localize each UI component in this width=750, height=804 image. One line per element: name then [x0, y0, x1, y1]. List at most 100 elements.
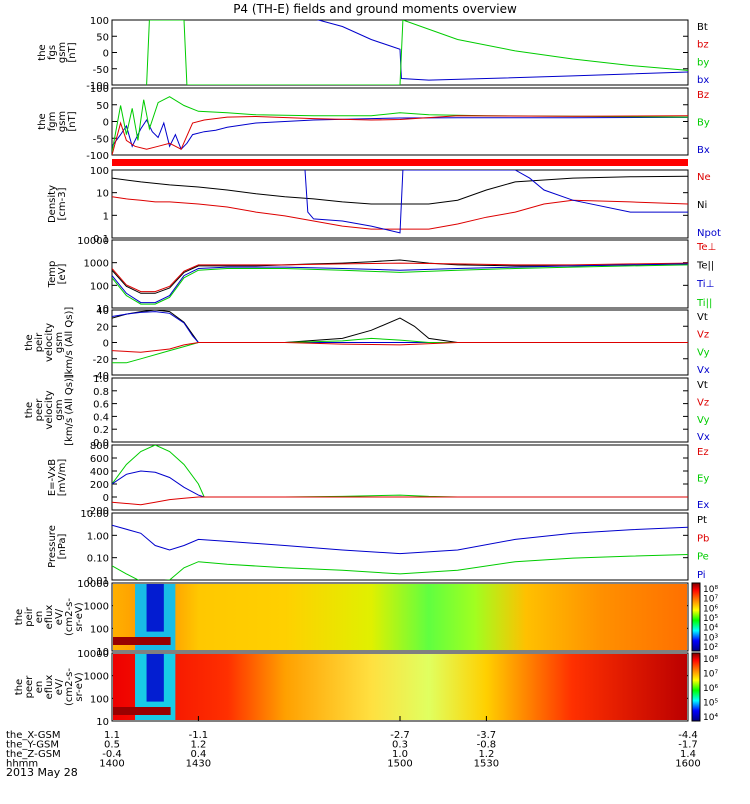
panel-density: 100 10 1 0.1 Density[cm-3] Ne Ni Npot — [47, 166, 721, 245]
y-tick-label: 100 — [90, 16, 109, 27]
y-axis-label-line: peer — [24, 675, 35, 699]
series-Bz — [112, 115, 688, 155]
y-tick-label: 10 — [96, 189, 109, 200]
y-axis-label-line: sr-eV) — [74, 672, 85, 701]
colorbar-label: 10³ — [703, 633, 718, 643]
y-axis-label-line: Pressure — [47, 525, 58, 568]
y-axis-label-line: (cm2-s- — [64, 598, 75, 636]
panel-frame — [111, 444, 689, 511]
colorbar-label: 10⁴ — [703, 713, 718, 723]
y-axis-label-line: velocity — [44, 323, 55, 362]
legend-Vt: Vt — [697, 312, 708, 323]
x-row-label: the_Z-GSM — [6, 749, 61, 760]
legend-Vx: Vx — [697, 432, 710, 443]
y-axis-label-line: the — [37, 44, 48, 60]
colorbar-label: 10⁷ — [703, 670, 718, 680]
legend-Ti⊥: Ti⊥ — [696, 279, 714, 290]
x-row-label: the_Y-GSM — [6, 740, 59, 751]
y-axis-label-line: gsm — [57, 111, 68, 132]
series-Pt — [112, 524, 688, 555]
legend-Pb: Pb — [697, 533, 709, 544]
legend-Te⊥: Te⊥ — [696, 242, 716, 253]
y-axis-label-line: eV/ — [54, 608, 65, 625]
y-tick-label: 1000 — [84, 672, 109, 683]
panel-fgs: 100 50 0 -50 -100 thefgsgsm[nT] Bt bz by bx — [37, 16, 709, 92]
legend-Bx: Bx — [697, 145, 710, 156]
legend-Vx: Vx — [697, 365, 710, 376]
y-tick-label: 400 — [90, 467, 109, 478]
y-axis-label-line: gsm — [54, 332, 65, 353]
series-bx — [316, 20, 688, 81]
y-axis-label-line: [eV] — [57, 264, 68, 285]
x-tick-label: -2.7 — [390, 730, 410, 741]
series-Pe — [112, 554, 688, 580]
y-tick-label: 0.6 — [93, 400, 109, 411]
panel-pressure: 10.00 1.00 0.10 0.01 Pressure[nPa] Pt Pb Pe Pi — [47, 509, 709, 587]
y-axis-label-line: the — [14, 609, 25, 625]
y-tick-label: 0.4 — [93, 412, 109, 423]
panel-peir_spec: 10000 1000 100 10 thepeirenefluxeV/(cm2-s-sr… — [14, 579, 718, 658]
series-Ni — [112, 175, 688, 205]
legend-Pt: Pt — [697, 515, 707, 526]
series-Vx — [112, 311, 688, 343]
x-tick-label: 1430 — [186, 759, 211, 770]
y-tick-label: 0 — [103, 339, 109, 350]
colorbar-label: 10⁶ — [703, 684, 718, 694]
y-tick-label: 0.10 — [87, 554, 109, 565]
legend-Vy: Vy — [697, 347, 710, 358]
y-axis-label-line: sr-eV) — [74, 602, 85, 631]
series-Npot — [304, 170, 688, 234]
y-tick-label: 20 — [96, 322, 109, 333]
y-axis-label-line: gsm — [54, 399, 65, 420]
legend-Ez: Ez — [697, 447, 709, 458]
series-Ne — [112, 196, 688, 230]
x-tick-label: 1600 — [675, 759, 700, 770]
legend-by: by — [697, 57, 709, 68]
panel-peir_vel: 40 20 0 -20 -40 thepeirvelocitygsm[km/s (All … — [24, 306, 710, 382]
y-axis-label-line: en — [34, 611, 45, 624]
y-axis-label: thepeerenefluxeV/(cm2-s-sr-eV) — [14, 668, 85, 706]
separator-band — [112, 159, 688, 166]
y-axis-label-line: Temp — [47, 261, 58, 289]
y-axis-label-line: [nT] — [67, 111, 78, 131]
y-tick-label: 10000 — [77, 579, 109, 590]
y-tick-label: 100 — [90, 624, 109, 635]
panel-peer_spec: 10000 1000 100 10 thepeerenefluxeV/(cm2-s-sr… — [14, 649, 718, 728]
y-tick-label: -100 — [86, 81, 109, 92]
colorbar-label: 10⁵ — [703, 614, 718, 624]
spectrogram-low-band — [113, 637, 171, 645]
x-tick-label: -1.1 — [189, 730, 209, 741]
y-axis-label-line: eV/ — [54, 678, 65, 695]
y-tick-label: 0 — [103, 49, 109, 60]
y-axis-label-line: fgm — [47, 112, 58, 132]
y-axis-label-line: the — [14, 679, 25, 695]
legend-Npot: Npot — [697, 228, 721, 239]
panel-frame — [111, 377, 689, 443]
plot-title: P4 (TH-E) fields and ground moments over… — [233, 2, 517, 16]
y-tick-label: 0.1 — [93, 234, 109, 245]
y-axis-label: Pressure[nPa] — [47, 525, 68, 568]
y-tick-label: 50 — [96, 32, 109, 43]
panel-temp: 10000 1000 100 10 Temp[eV] Te⊥ Te|| Ti⊥ Ti|| — [47, 236, 716, 315]
panel-efield: 800 600 400 200 0 -200 E=-VxB[mV/m] Ez Ey Ex — [47, 441, 709, 517]
y-axis-label-line: [nPa] — [57, 533, 68, 559]
y-tick-label: 100 — [90, 694, 109, 705]
y-tick-label: 1.0 — [93, 374, 109, 385]
legend-Ne: Ne — [697, 172, 711, 183]
legend-Vy: Vy — [697, 415, 710, 426]
y-axis-label: Temp[eV] — [47, 261, 68, 289]
series-By — [112, 96, 688, 153]
spectrogram-image — [113, 584, 687, 650]
y-tick-label: 0.8 — [93, 387, 109, 398]
y-tick-label: -20 — [93, 355, 109, 366]
y-axis-label-line: velocity — [44, 390, 55, 429]
y-tick-label: 100 — [90, 281, 109, 292]
x-tick-label: -0.8 — [477, 740, 497, 751]
legend-Ex: Ex — [697, 500, 709, 511]
panel-fgm: 100 50 0 -50 -100 thefgmgsm[nT] Bz By Bx — [37, 84, 710, 162]
y-axis-label-line: peir — [34, 332, 45, 352]
x-tick-label: 1.0 — [392, 749, 408, 760]
y-axis-label-line: eflux — [44, 675, 55, 700]
x-row-label: hhmm — [6, 759, 38, 770]
